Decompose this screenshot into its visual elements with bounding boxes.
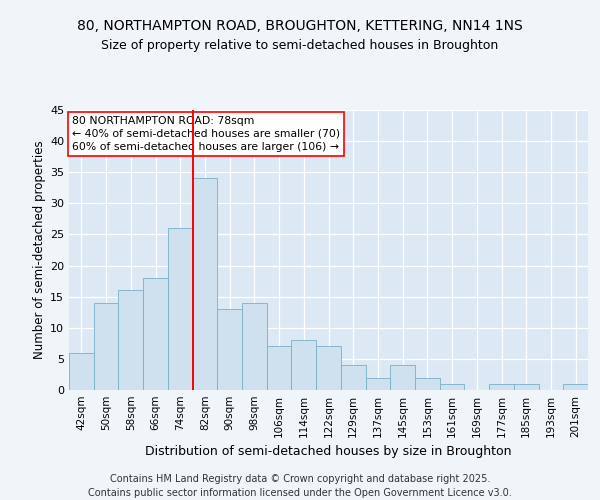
Bar bbox=[118, 290, 143, 390]
Y-axis label: Number of semi-detached properties: Number of semi-detached properties bbox=[33, 140, 46, 360]
Bar bbox=[440, 384, 464, 390]
Bar bbox=[69, 352, 94, 390]
Bar bbox=[390, 365, 415, 390]
Text: 80 NORTHAMPTON ROAD: 78sqm
← 40% of semi-detached houses are smaller (70)
60% of: 80 NORTHAMPTON ROAD: 78sqm ← 40% of semi… bbox=[71, 116, 340, 152]
Bar bbox=[341, 365, 365, 390]
Bar bbox=[143, 278, 168, 390]
Bar bbox=[563, 384, 588, 390]
Bar bbox=[168, 228, 193, 390]
Text: Contains HM Land Registry data © Crown copyright and database right 2025.
Contai: Contains HM Land Registry data © Crown c… bbox=[88, 474, 512, 498]
Bar bbox=[193, 178, 217, 390]
Bar bbox=[316, 346, 341, 390]
Bar bbox=[365, 378, 390, 390]
Text: Size of property relative to semi-detached houses in Broughton: Size of property relative to semi-detach… bbox=[101, 40, 499, 52]
Bar bbox=[267, 346, 292, 390]
Bar bbox=[242, 303, 267, 390]
X-axis label: Distribution of semi-detached houses by size in Broughton: Distribution of semi-detached houses by … bbox=[145, 446, 512, 458]
Text: 80, NORTHAMPTON ROAD, BROUGHTON, KETTERING, NN14 1NS: 80, NORTHAMPTON ROAD, BROUGHTON, KETTERI… bbox=[77, 18, 523, 32]
Bar bbox=[94, 303, 118, 390]
Bar bbox=[514, 384, 539, 390]
Bar bbox=[292, 340, 316, 390]
Bar bbox=[489, 384, 514, 390]
Bar bbox=[415, 378, 440, 390]
Bar bbox=[217, 309, 242, 390]
